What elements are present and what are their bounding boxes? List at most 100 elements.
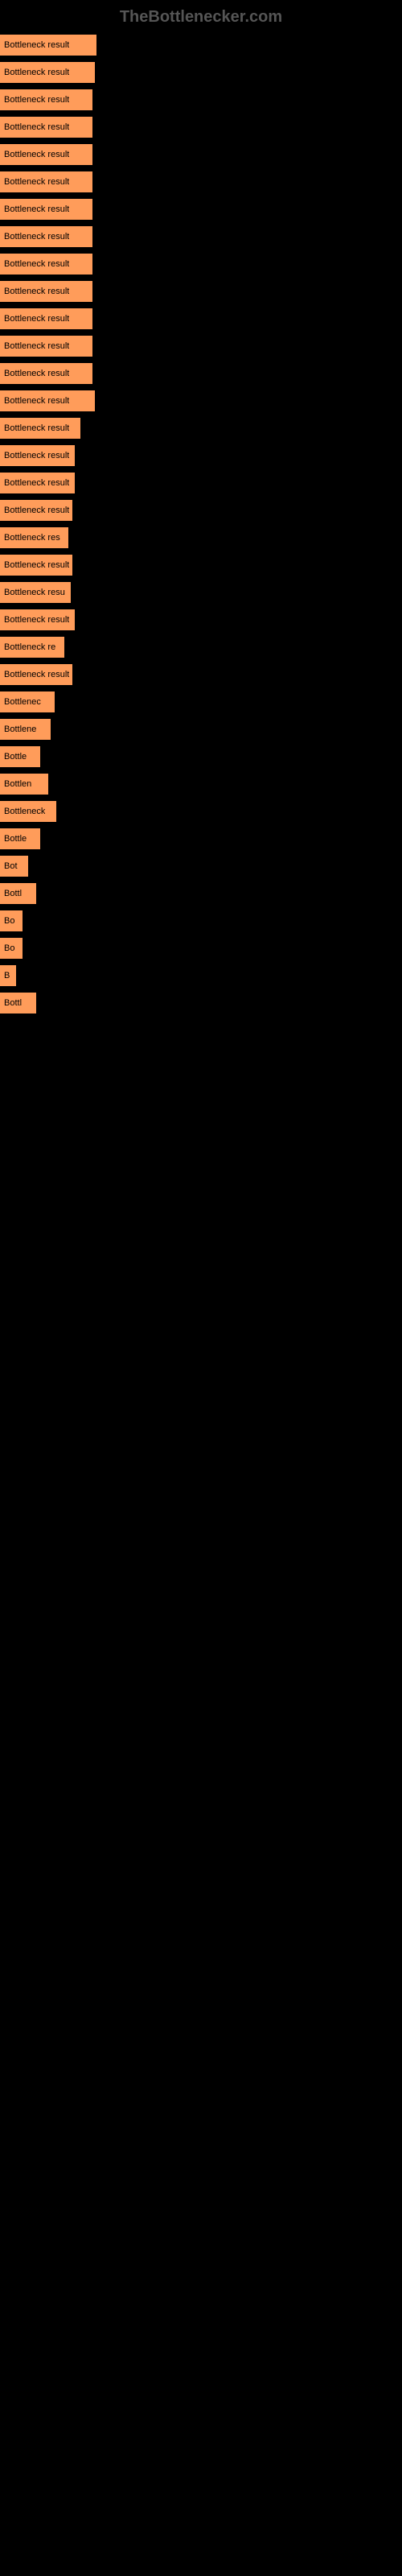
bar: Bottleneck result [0, 500, 72, 521]
bar-text: Bottleneck result [4, 506, 69, 515]
chart-row: Bottlen [0, 774, 402, 795]
chart-row: Bottleneck result [0, 336, 402, 357]
bar: Bottleneck resu [0, 582, 71, 603]
bar-wrapper: Bottleneck resu [0, 582, 402, 603]
bar-wrapper: Bo [0, 938, 402, 959]
chart-row: Bottleneck resu [0, 582, 402, 603]
chart-row: Bottleneck result [0, 281, 402, 302]
bar-text: Bottlene [4, 724, 36, 734]
chart-row: Bottleneck result [0, 171, 402, 192]
bar: Bottleneck result [0, 226, 92, 247]
chart-row: Bottleneck result [0, 144, 402, 165]
bar-wrapper: Bottleneck result [0, 418, 402, 439]
bar: Bottleneck result [0, 664, 72, 685]
bar-wrapper: Bottleneck re [0, 637, 402, 658]
bar-text: Bo [4, 943, 14, 953]
bar-wrapper: Bottleneck result [0, 363, 402, 384]
bar-wrapper: Bottleneck result [0, 281, 402, 302]
bar-text: Bottleneck result [4, 95, 69, 105]
bar-text: Bottleneck result [4, 259, 69, 269]
bar-text: Bottleneck result [4, 232, 69, 242]
bar-text: Bottleneck result [4, 122, 69, 132]
chart-row: Bottleneck result [0, 418, 402, 439]
bar: Bottlenec [0, 691, 55, 712]
bar-wrapper: Bottleneck result [0, 199, 402, 220]
chart-row: Bottleneck result [0, 62, 402, 83]
bar: Bottleneck result [0, 473, 75, 493]
bar-wrapper: Bottleneck result [0, 35, 402, 56]
chart-row: Bottleneck result [0, 500, 402, 521]
chart-row: B [0, 965, 402, 986]
bar-text: Bottle [4, 752, 27, 762]
bar: Bottle [0, 828, 40, 849]
bar-wrapper: Bottleneck result [0, 445, 402, 466]
bar-wrapper: Bottleneck result [0, 226, 402, 247]
bar: Bottleneck re [0, 637, 64, 658]
bar-wrapper: Bottleneck result [0, 390, 402, 411]
bar-wrapper: Bottleneck res [0, 527, 402, 548]
bar: Bottlen [0, 774, 48, 795]
chart-row: Bottleneck result [0, 609, 402, 630]
chart-row: Bottleneck result [0, 308, 402, 329]
bar-wrapper: Bottleneck result [0, 500, 402, 521]
bar: Bottl [0, 993, 36, 1013]
bar-wrapper: Bottleneck result [0, 308, 402, 329]
chart-row: Bottl [0, 883, 402, 904]
chart-row: Bottleneck result [0, 226, 402, 247]
bar-wrapper: Bottlenec [0, 691, 402, 712]
chart-row: Bottleneck result [0, 199, 402, 220]
bar: Bottleneck result [0, 609, 75, 630]
bar-wrapper: Bottle [0, 828, 402, 849]
bar-text: Bottleneck result [4, 314, 69, 324]
bar-text: Bottleneck result [4, 396, 69, 406]
bar: Bottleneck result [0, 117, 92, 138]
bar-text: B [4, 971, 10, 980]
bar-wrapper: Bottle [0, 746, 402, 767]
bar-wrapper: Bottleneck result [0, 609, 402, 630]
bar-text: Bottl [4, 998, 22, 1008]
chart-row: Bottleneck result [0, 664, 402, 685]
bar: Bottleneck result [0, 390, 95, 411]
chart-row: Bo [0, 938, 402, 959]
bar: B [0, 965, 16, 986]
bar-wrapper: Bottlene [0, 719, 402, 740]
bar-text: Bottleneck resu [4, 588, 65, 597]
bar: Bottleneck result [0, 35, 96, 56]
bar-chart: Bottleneck result Bottleneck result Bottle… [0, 35, 402, 1013]
bar: Bottleneck result [0, 62, 95, 83]
bar-text: Bottleneck result [4, 369, 69, 378]
bar: Bottlene [0, 719, 51, 740]
bar-wrapper: Bot [0, 856, 402, 877]
bar-text: Bottleneck result [4, 150, 69, 159]
bar: Bottleneck result [0, 555, 72, 576]
bar-wrapper: Bottleneck result [0, 254, 402, 275]
bar-wrapper: Bottleneck result [0, 171, 402, 192]
watermark-text: TheBottlenecker.com [0, 8, 402, 27]
bar: Bottleneck result [0, 199, 92, 220]
chart-row: Bottleneck result [0, 89, 402, 110]
bar-wrapper: Bottleneck result [0, 117, 402, 138]
bar: Bottleneck res [0, 527, 68, 548]
chart-row: Bottleneck result [0, 254, 402, 275]
chart-row: Bottleneck re [0, 637, 402, 658]
bar: Bot [0, 856, 28, 877]
chart-row: Bottleneck result [0, 473, 402, 493]
bar-text: Bottleneck result [4, 451, 69, 460]
bar-text: Bottleneck result [4, 204, 69, 214]
bar-text: Bo [4, 916, 14, 926]
chart-row: Bottleneck res [0, 527, 402, 548]
bar-text: Bottleneck result [4, 341, 69, 351]
bar: Bottleneck result [0, 89, 92, 110]
bar-wrapper: Bottl [0, 993, 402, 1013]
chart-row: Bottleneck result [0, 35, 402, 56]
bar-text: Bottleneck result [4, 560, 69, 570]
bar: Bottleneck result [0, 336, 92, 357]
bar-text: Bottleneck result [4, 177, 69, 187]
bar-wrapper: Bottl [0, 883, 402, 904]
bar-wrapper: B [0, 965, 402, 986]
bar-text: Bottleneck result [4, 287, 69, 296]
bar-text: Bottle [4, 834, 27, 844]
bar-text: Bottleneck result [4, 670, 69, 679]
chart-row: Bottl [0, 993, 402, 1013]
bar: Bottleneck result [0, 254, 92, 275]
